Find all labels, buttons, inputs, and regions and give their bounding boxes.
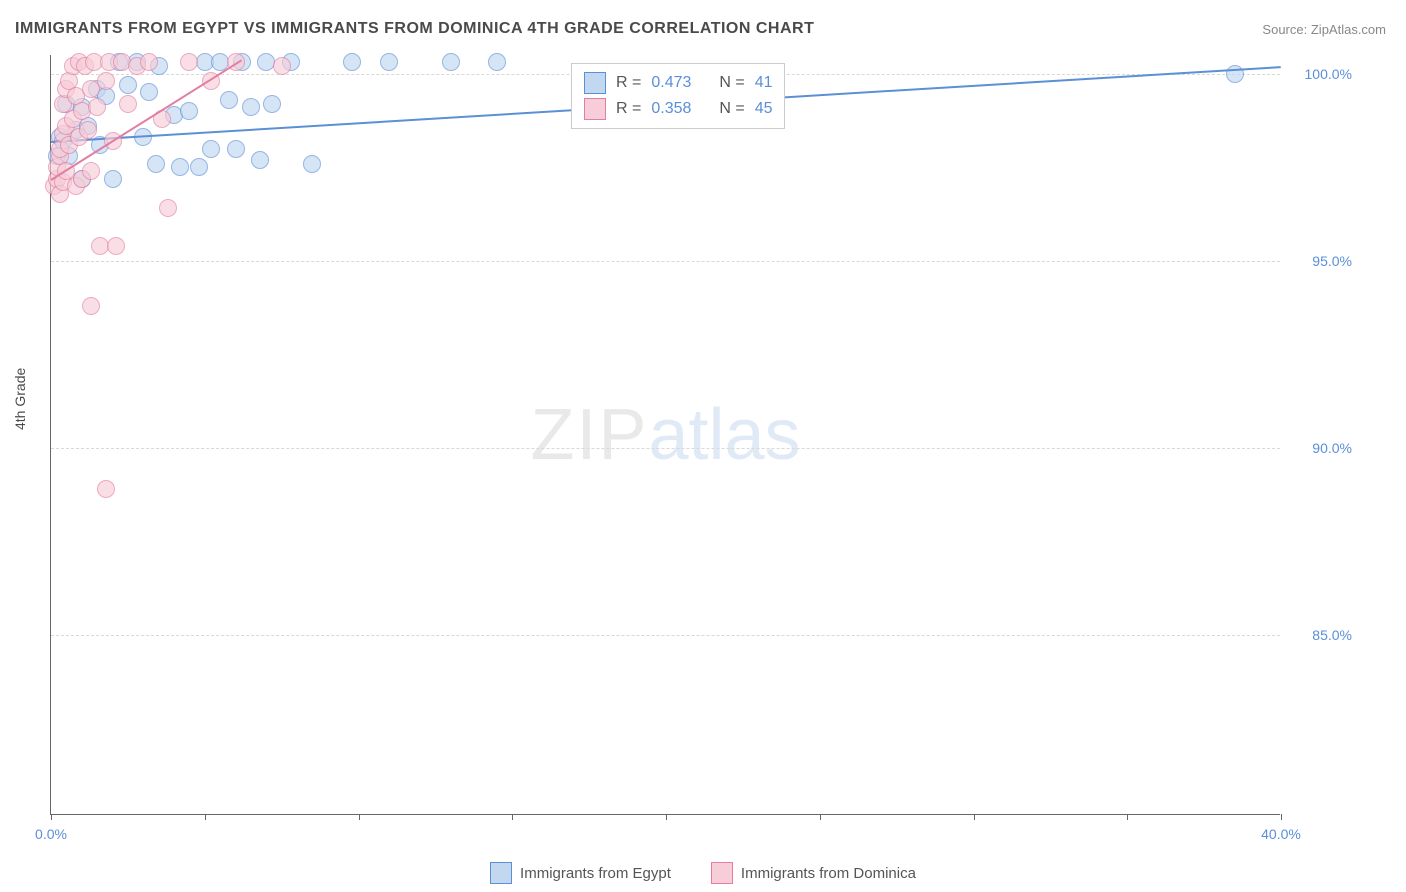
y-tick-label: 85.0% [1312, 627, 1352, 643]
y-tick-label: 95.0% [1312, 253, 1352, 269]
legend-label: Immigrants from Egypt [520, 865, 671, 882]
stats-legend: R = 0.473 N = 41 R = 0.358 N = 45 [571, 63, 785, 129]
data-point [180, 102, 198, 120]
x-tick [359, 814, 360, 820]
data-point [140, 83, 158, 101]
x-tick [512, 814, 513, 820]
x-tick [1281, 814, 1282, 820]
x-tick [1127, 814, 1128, 820]
data-point [97, 72, 115, 90]
data-point [273, 57, 291, 75]
data-point [119, 76, 137, 94]
y-axis-label: 4th Grade [12, 368, 28, 430]
legend-swatch [490, 862, 512, 884]
source-label: Source: [1262, 22, 1307, 37]
x-tick [666, 814, 667, 820]
x-tick [974, 814, 975, 820]
y-tick-label: 100.0% [1305, 66, 1352, 82]
n-label: N = [719, 74, 744, 92]
data-point [488, 53, 506, 71]
gridline [51, 448, 1280, 449]
x-tick-label: 40.0% [1261, 826, 1301, 842]
legend-label: Immigrants from Dominica [741, 865, 916, 882]
watermark: ZIPatlas [530, 394, 800, 476]
stats-legend-row: R = 0.358 N = 45 [584, 96, 772, 122]
data-point [251, 151, 269, 169]
legend-swatch [711, 862, 733, 884]
data-point [82, 162, 100, 180]
r-label: R = [616, 74, 641, 92]
legend-swatch [584, 98, 606, 120]
data-point [119, 95, 137, 113]
data-point [227, 140, 245, 158]
x-tick [820, 814, 821, 820]
watermark-part1: ZIP [530, 395, 648, 475]
y-tick-label: 90.0% [1312, 440, 1352, 456]
n-value: 41 [755, 74, 773, 92]
gridline [51, 635, 1280, 636]
data-point [171, 158, 189, 176]
data-point [343, 53, 361, 71]
data-point [242, 98, 260, 116]
data-point [88, 98, 106, 116]
data-point [97, 480, 115, 498]
data-point [380, 53, 398, 71]
legend-swatch [584, 72, 606, 94]
data-point [147, 155, 165, 173]
scatter-chart: ZIPatlas 85.0%90.0%95.0%100.0%0.0%40.0%R… [50, 55, 1280, 815]
data-point [79, 121, 97, 139]
r-value: 0.473 [651, 74, 701, 92]
n-label: N = [719, 100, 744, 118]
data-point [303, 155, 321, 173]
chart-title: IMMIGRANTS FROM EGYPT VS IMMIGRANTS FROM… [15, 20, 814, 38]
series-legend: Immigrants from Egypt Immigrants from Dom… [0, 862, 1406, 884]
x-tick [205, 814, 206, 820]
legend-item: Immigrants from Dominica [711, 862, 916, 884]
watermark-part2: atlas [648, 395, 800, 475]
data-point [1226, 65, 1244, 83]
data-point [107, 237, 125, 255]
n-value: 45 [755, 100, 773, 118]
data-point [140, 53, 158, 71]
x-tick-label: 0.0% [35, 826, 67, 842]
data-point [180, 53, 198, 71]
data-point [202, 140, 220, 158]
gridline [51, 261, 1280, 262]
data-point [220, 91, 238, 109]
data-point [263, 95, 281, 113]
legend-item: Immigrants from Egypt [490, 862, 671, 884]
x-tick [51, 814, 52, 820]
source-value: ZipAtlas.com [1311, 22, 1386, 37]
data-point [442, 53, 460, 71]
data-point [159, 199, 177, 217]
data-point [104, 170, 122, 188]
r-label: R = [616, 100, 641, 118]
data-point [82, 297, 100, 315]
data-point [190, 158, 208, 176]
stats-legend-row: R = 0.473 N = 41 [584, 70, 772, 96]
r-value: 0.358 [651, 100, 701, 118]
source-attribution: Source: ZipAtlas.com [1262, 22, 1386, 37]
